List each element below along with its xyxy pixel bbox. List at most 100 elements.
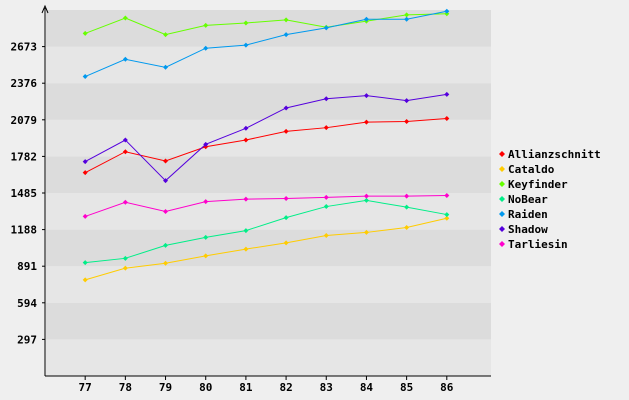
x-tick-label: 80: [199, 381, 212, 394]
data-point: [323, 125, 329, 131]
x-tick-label: 79: [159, 381, 172, 394]
series-line-nobear: [85, 199, 447, 264]
data-point: [444, 192, 450, 198]
legend-marker: [499, 241, 505, 247]
legend-marker: [499, 151, 505, 157]
data-point: [444, 115, 450, 121]
data-point: [122, 137, 128, 143]
series-line-tarliesin: [85, 194, 447, 217]
legend-label: Shadow: [508, 223, 548, 236]
data-point: [323, 204, 329, 210]
y-tick-label: 1782: [11, 150, 38, 163]
data-point: [404, 225, 410, 231]
y-tick-label: 2376: [11, 77, 38, 90]
data-point: [444, 91, 450, 97]
data-point: [82, 170, 88, 176]
data-point: [444, 212, 450, 218]
legend: Allianzschnitt Cataldo Keyfinder NoBear Raid…: [499, 148, 601, 251]
legend-label: Raiden: [508, 208, 548, 221]
data-point: [203, 234, 209, 240]
data-point: [122, 255, 128, 261]
data-point: [283, 32, 289, 38]
grid-band: [46, 339, 491, 376]
data-point: [283, 196, 289, 202]
data-point: [243, 196, 249, 202]
data-point: [323, 194, 329, 200]
y-tick-label: 297: [17, 333, 37, 346]
data-point: [203, 199, 209, 205]
x-tick-label: 83: [320, 381, 333, 394]
data-point: [404, 12, 410, 18]
x-tick-label: 77: [79, 381, 92, 394]
x-tick-label: 82: [279, 381, 292, 394]
data-point: [363, 119, 369, 125]
data-point: [283, 240, 289, 246]
data-point: [163, 158, 169, 164]
data-point: [163, 242, 169, 248]
x-tick-label: 85: [400, 381, 413, 394]
data-point: [404, 119, 410, 125]
data-point: [363, 193, 369, 199]
grid-band: [46, 266, 491, 303]
data-point: [82, 74, 88, 80]
series-line-cataldo: [85, 217, 447, 281]
data-point: [283, 105, 289, 111]
series-line-raiden: [84, 10, 447, 78]
data-point: [283, 17, 289, 23]
x-tick-label: 81: [239, 381, 253, 394]
legend-marker: [499, 181, 505, 187]
data-point: [82, 213, 88, 219]
data-point: [82, 277, 88, 283]
data-point: [82, 30, 88, 36]
grid-band: [46, 156, 491, 193]
data-point: [163, 208, 169, 214]
data-point: [122, 265, 128, 271]
data-point: [243, 42, 249, 48]
legend-label: Cataldo: [508, 163, 555, 176]
grid-band: [46, 46, 491, 84]
data-point: [243, 137, 249, 143]
data-point: [163, 260, 169, 266]
data-point: [243, 20, 249, 26]
grid-band: [46, 119, 491, 157]
data-point: [122, 199, 128, 205]
data-point: [283, 215, 289, 221]
grid-band: [46, 229, 491, 267]
x-tick-label: 78: [119, 381, 132, 394]
y-tick-label: 2079: [11, 114, 38, 127]
y-tick-label: 1188: [11, 224, 38, 237]
data-point: [363, 93, 369, 99]
data-point: [323, 233, 329, 239]
x-tick-label: 86: [440, 381, 454, 394]
y-tick-label: 891: [17, 260, 37, 273]
data-point: [444, 215, 450, 221]
data-point: [243, 125, 249, 131]
legend-marker: [499, 211, 505, 217]
x-tick-labels: 77 78 79 80 81 82 83 84 85 86: [79, 376, 454, 394]
data-point: [203, 22, 209, 28]
data-point: [122, 56, 128, 62]
y-axis-arrow: [41, 4, 49, 14]
data-point: [203, 141, 209, 147]
data-point: [163, 178, 169, 184]
data-point: [363, 16, 369, 22]
legend-label: Keyfinder: [508, 178, 568, 191]
data-point: [444, 8, 450, 14]
data-point: [122, 149, 128, 155]
data-point: [323, 25, 329, 31]
data-point: [323, 96, 329, 102]
grid-band: [46, 83, 491, 120]
legend-marker: [499, 226, 505, 232]
series-line-allianzschnitt: [84, 117, 447, 174]
legend-label: NoBear: [508, 193, 548, 206]
y-tick-labels: 297 594 891 1188 1485 1782 2079 2376 2673: [11, 41, 45, 346]
data-point: [404, 204, 410, 210]
data-point: [203, 45, 209, 51]
data-point: [363, 197, 369, 203]
data-point: [404, 16, 410, 22]
y-tick-label: 2673: [11, 41, 38, 54]
legend-marker: [499, 196, 505, 202]
y-tick-label: 1485: [11, 187, 38, 200]
y-tick-label: 594: [17, 297, 37, 310]
